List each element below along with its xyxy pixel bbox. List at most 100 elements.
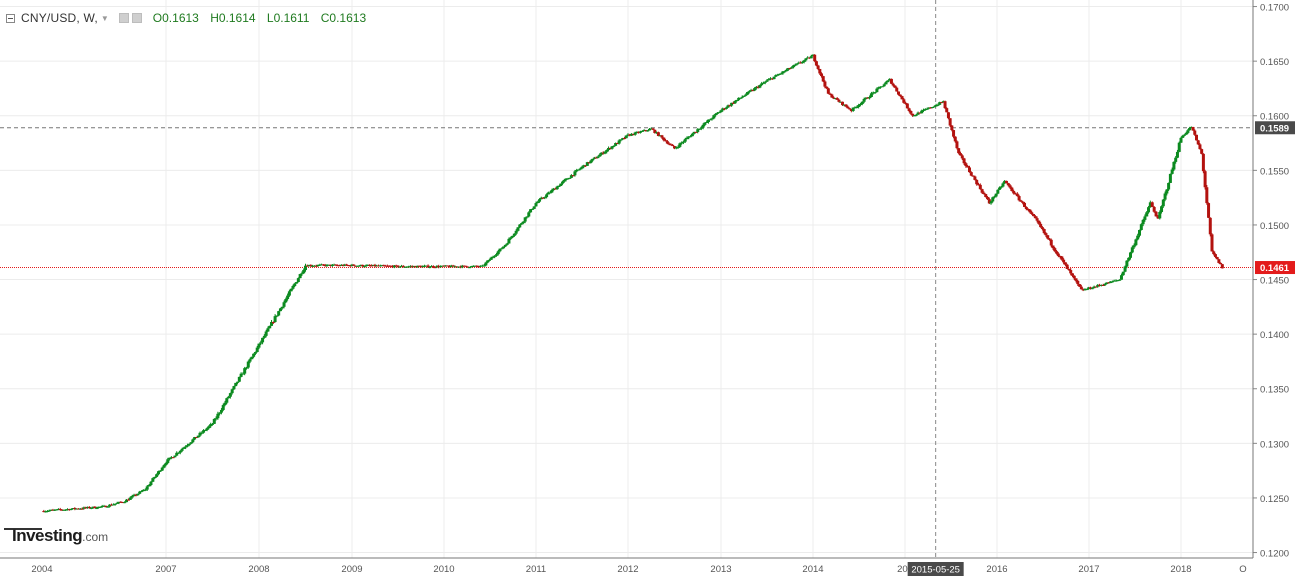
candle-body	[960, 155, 964, 159]
candle-body	[1042, 229, 1046, 234]
candles	[42, 54, 1224, 513]
candle-body	[1177, 142, 1181, 152]
candle-body	[237, 376, 241, 382]
candle-body	[821, 76, 825, 82]
candle-body	[977, 184, 981, 186]
candle-body	[1098, 284, 1102, 286]
close-icon[interactable]	[131, 13, 142, 23]
candle-body	[423, 265, 427, 267]
candle-body	[1090, 288, 1094, 290]
candle-body	[633, 132, 637, 135]
candle-body	[809, 56, 813, 59]
candle-body	[996, 189, 1000, 194]
candle-body	[346, 265, 350, 267]
candle-body	[257, 343, 261, 348]
candle-body	[278, 308, 282, 312]
candle-body	[1047, 238, 1051, 240]
candle-body	[1070, 273, 1074, 276]
candle-body	[1055, 251, 1059, 254]
candle-body	[155, 474, 159, 477]
candle-body	[566, 178, 570, 180]
candle-body	[561, 181, 565, 184]
candle-body	[1087, 287, 1091, 290]
candle-body	[1163, 193, 1167, 200]
candle-body	[667, 143, 671, 145]
candle-body	[424, 265, 428, 267]
candle-body	[911, 113, 915, 116]
candle-body	[905, 103, 909, 109]
candle-body	[1186, 130, 1190, 133]
symbol-label[interactable]: CNY/USD, W,	[21, 11, 98, 25]
candle-body	[999, 186, 1003, 188]
candle-body	[1203, 171, 1207, 188]
candle-body	[1078, 284, 1082, 287]
candle-body	[628, 134, 632, 136]
candle-body	[440, 265, 444, 267]
candle-body	[1044, 233, 1048, 236]
candle-body	[614, 143, 618, 146]
x-tick-label: 2007	[155, 564, 176, 575]
candle-body	[136, 493, 140, 496]
candle-body	[1127, 257, 1131, 261]
candle-body	[270, 322, 274, 326]
candle-body	[143, 489, 147, 491]
candle-body	[687, 136, 691, 138]
candle-body	[797, 62, 801, 64]
candle-body	[534, 203, 538, 207]
candle-body	[731, 102, 735, 104]
candle-body	[1021, 201, 1025, 203]
candle-body	[705, 122, 709, 124]
candle-body	[529, 209, 533, 213]
candle-body	[740, 96, 744, 98]
candle-body	[1179, 137, 1183, 143]
candle-body	[518, 224, 522, 228]
candle-body	[998, 187, 1002, 190]
candle-body	[936, 104, 940, 106]
candle-body	[51, 509, 55, 511]
candle-body	[444, 265, 448, 267]
candle-body	[918, 112, 922, 114]
candle-body	[644, 130, 648, 132]
candle-body	[698, 128, 702, 130]
candle-body	[329, 264, 333, 266]
candle-body	[1150, 202, 1154, 207]
chevron-down-icon[interactable]: ▼	[100, 13, 109, 23]
candle-body	[234, 382, 238, 387]
candle-body	[564, 178, 568, 180]
candle-body	[134, 494, 138, 496]
crosshair-date-label: 2015-05-25	[911, 565, 960, 576]
crosshair-date-box	[907, 562, 964, 576]
settings-icon[interactable]	[118, 13, 129, 23]
candle-body	[55, 509, 59, 511]
collapse-icon[interactable]	[6, 13, 15, 23]
candle-body	[1053, 248, 1057, 252]
candle-body	[929, 107, 933, 109]
candle-body	[828, 93, 832, 95]
candle-body	[239, 373, 243, 377]
candle-body	[1003, 180, 1007, 184]
candle-body	[671, 144, 675, 147]
candle-body	[1154, 211, 1158, 217]
candle-body	[980, 189, 984, 193]
candle-body	[900, 96, 904, 100]
y-tick-label: 0.1500	[1260, 221, 1289, 232]
candle-body	[1088, 287, 1092, 289]
candle-body	[651, 128, 655, 130]
candle-body	[793, 64, 797, 66]
candle-body	[920, 110, 924, 114]
candle-body	[330, 264, 334, 266]
candle-body	[1134, 239, 1138, 246]
candle-body	[62, 509, 66, 511]
candle-body	[864, 97, 868, 99]
candle-body	[712, 115, 716, 119]
candle-body	[121, 502, 125, 504]
candle-body	[550, 189, 554, 193]
x-tick-label: 2009	[341, 564, 362, 575]
candle-body	[589, 160, 593, 163]
candle-body	[669, 144, 673, 146]
candle-body	[293, 283, 297, 287]
candle-body	[219, 409, 223, 413]
candle-body	[76, 508, 80, 510]
